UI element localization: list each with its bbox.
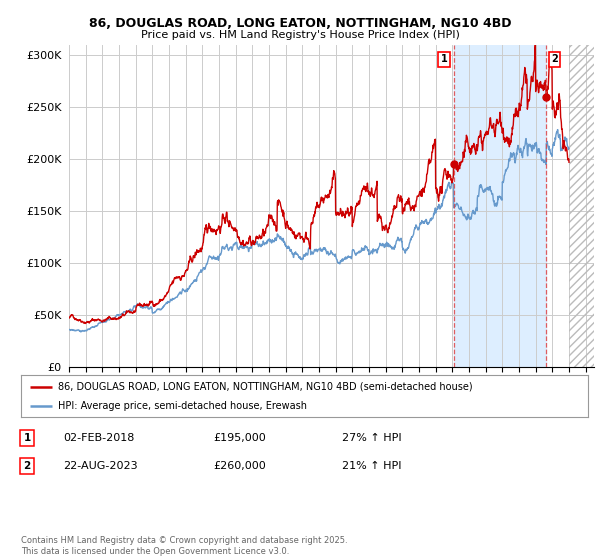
Bar: [569, 45, 594, 367]
Text: 86, DOUGLAS ROAD, LONG EATON, NOTTINGHAM, NG10 4BD: 86, DOUGLAS ROAD, LONG EATON, NOTTINGHAM…: [89, 17, 511, 30]
Text: Price paid vs. HM Land Registry's House Price Index (HPI): Price paid vs. HM Land Registry's House …: [140, 30, 460, 40]
Text: £260,000: £260,000: [213, 461, 266, 471]
Text: £195,000: £195,000: [213, 433, 266, 443]
Text: Contains HM Land Registry data © Crown copyright and database right 2025.
This d: Contains HM Land Registry data © Crown c…: [21, 536, 347, 556]
Text: 02-FEB-2018: 02-FEB-2018: [63, 433, 134, 443]
Text: HPI: Average price, semi-detached house, Erewash: HPI: Average price, semi-detached house,…: [58, 401, 307, 411]
Text: 2: 2: [23, 461, 31, 471]
Text: 21% ↑ HPI: 21% ↑ HPI: [342, 461, 401, 471]
Text: 2: 2: [551, 54, 558, 64]
Text: 1: 1: [23, 433, 31, 443]
Text: 86, DOUGLAS ROAD, LONG EATON, NOTTINGHAM, NG10 4BD (semi-detached house): 86, DOUGLAS ROAD, LONG EATON, NOTTINGHAM…: [58, 381, 472, 391]
Bar: [454, 45, 547, 367]
Text: 27% ↑ HPI: 27% ↑ HPI: [342, 433, 401, 443]
Text: 1: 1: [440, 54, 447, 64]
Text: 22-AUG-2023: 22-AUG-2023: [63, 461, 137, 471]
Bar: [569, 45, 594, 367]
